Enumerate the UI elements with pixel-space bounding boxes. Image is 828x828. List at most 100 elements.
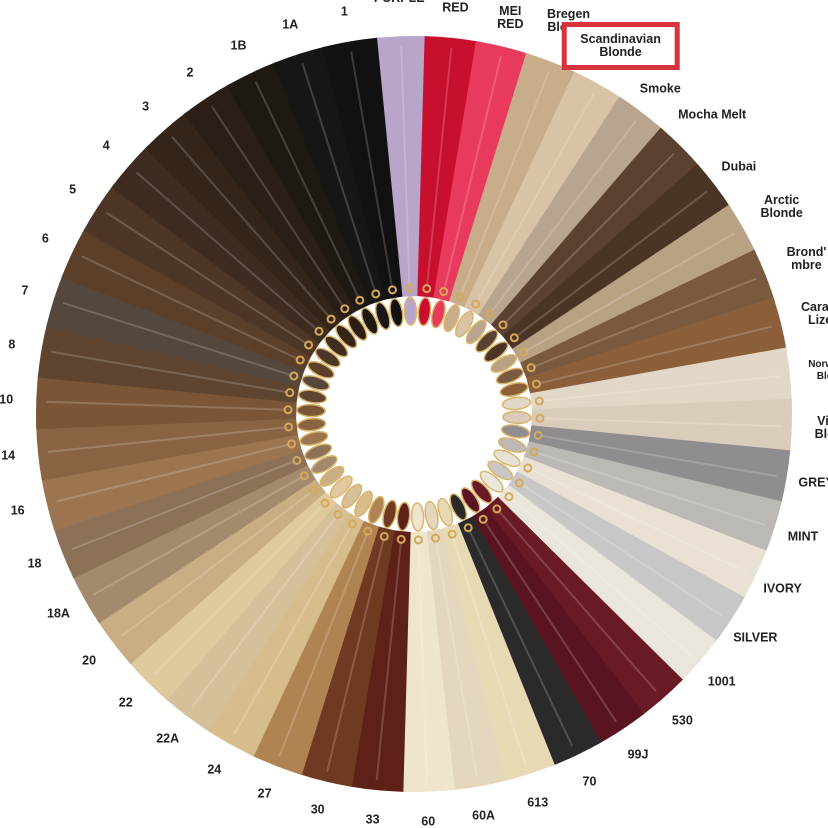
hair-sheen [539,434,777,478]
hair-sheen [509,497,693,657]
swatch-wedge [491,127,701,337]
gold-ring-icon [299,471,309,481]
gold-ring-icon [387,285,397,295]
swatch-wedge [531,398,792,455]
swatch-wedge [145,111,344,332]
swatch-loop [382,499,398,529]
swatch-wedge [46,273,305,387]
swatch-loop [455,310,474,338]
swatch-label: 16 [10,503,25,518]
swatch-label: GREY [798,475,828,490]
hair-sheen [71,460,296,551]
swatch-wedge [373,35,429,297]
swatch-label: Smoke [639,81,681,96]
swatch-loop [367,495,385,524]
swatch-label: 30 [310,802,325,817]
hair-sheen [375,541,403,781]
hair-sheen [211,105,345,308]
swatch-label: 22 [118,695,133,710]
hair-sheen [425,47,453,287]
gold-ring-icon [447,529,457,539]
swatch-wedge [456,516,602,767]
swatch-wedge [502,163,732,350]
swatch-loop [487,460,514,481]
swatch-label: IVORY [763,581,802,596]
swatch-label: 14 [1,448,16,463]
gold-ring-icon [485,309,495,319]
hair-sheen [400,46,411,287]
gold-ring-icon [431,533,441,543]
swatch-wedge [205,512,364,757]
swatch-wedge [526,297,787,395]
swatch-label: Brond' mbre [786,244,827,272]
swatch-label: 60A [472,808,496,823]
swatch-wedge [516,456,767,601]
gold-ring-icon [320,498,330,508]
swatch-label: Arctic Blonde [760,192,803,220]
swatch-label: 70 [582,774,597,789]
swatch-label: LIGHT PURPLE [374,0,425,5]
swatch-wedge [96,478,326,665]
swatch-wedge [449,53,578,308]
swatch-label: 18 [27,556,42,571]
hair-sheen [459,71,550,296]
swatch-label: 1 [340,4,348,19]
swatch-wedge [127,491,337,701]
swatch-loop [297,389,328,404]
gold-ring-icon [304,340,314,350]
swatch-label: 530 [671,713,693,728]
swatch-wedge [35,373,297,430]
swatch-loop [335,324,358,349]
swatch-label: Carame Lized [800,299,828,327]
swatch-label: 5 [69,182,77,197]
swatch-loop [497,437,527,453]
hair-sheen [451,535,527,765]
gold-ring-icon [519,347,529,357]
gold-ring-icon [284,422,294,432]
swatch-loop [424,500,439,531]
swatch-loop [319,465,345,487]
swatch-wedge [523,441,782,555]
gold-ring-icon [533,430,543,440]
hair-sheen [532,277,757,368]
swatch-loop [310,455,338,474]
gold-ring-icon [514,478,524,488]
hair-sheen [254,81,360,299]
swatch-loop [296,417,327,432]
swatch-wedge [530,347,792,411]
swatch-wedge [322,37,403,300]
swatch-loop [502,410,532,425]
hair-sheen [529,467,747,573]
hair-sheen [56,443,290,503]
hair-sheen [81,255,299,361]
hair-sheen [525,232,736,353]
hair-sheen [51,350,289,394]
swatch-loop [314,347,341,368]
swatch-loop [304,443,333,461]
swatch-loop [493,449,521,468]
swatch-wedge [528,425,791,506]
swatch-loop [430,299,446,329]
gold-ring-icon [413,535,423,545]
swatch-loop [403,296,418,326]
gold-ring-icon [289,371,299,381]
gold-ring-icon [526,363,536,373]
hair-sheen [120,490,313,638]
swatch-loop [483,341,509,363]
swatch-wedge [348,530,411,792]
hair-sheen [443,56,502,290]
gold-ring-icon [355,295,365,305]
swatch-loop [460,487,481,513]
swatch-label: 20 [82,653,97,668]
swatch-wedge [71,464,316,624]
swatch-loop [347,315,368,341]
gold-ring-icon [309,485,319,495]
hair-sheen [503,152,675,325]
swatch-loop [443,304,461,333]
gold-ring-icon [422,284,432,294]
swatch-wedge [484,496,683,717]
swatch-loop [410,502,425,532]
swatch-label: 99J [627,747,649,762]
gold-ring-icon [478,514,488,524]
swatch-loop [329,475,353,499]
